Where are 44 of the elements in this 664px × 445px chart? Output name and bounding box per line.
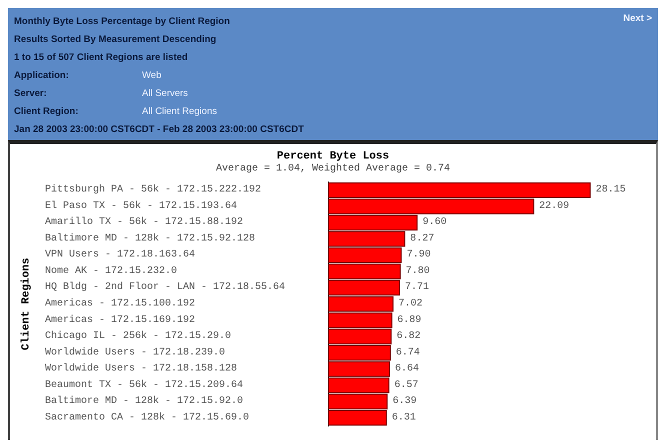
- data-label: 7.71: [404, 282, 429, 294]
- y-tick-label: Pittsburgh PA - 56k - 172.15.222.192: [45, 184, 262, 196]
- y-tick-label: Chicago IL - 256k - 172.15.29.0: [45, 330, 232, 342]
- y-tick-label: Americas - 172.15.100.192: [45, 298, 196, 310]
- data-label: 6.74: [396, 347, 420, 358]
- y-tick-label: Sacramento CA - 128k - 172.15.69.0: [45, 411, 250, 424]
- text: Server:: [14, 87, 48, 101]
- data-label: 7.90: [406, 250, 431, 261]
- data-label: 6.39: [392, 396, 417, 408]
- y-tick-label: Baltimore MD - 128k - 172.15.92.128: [45, 232, 256, 244]
- text: Jan 28 2003 23:00:00 CST6CDT - Feb 28 2003 23:00:00 CST6CDT: [14, 123, 304, 137]
- text: All Servers: [142, 87, 188, 101]
- data-label: 6.31: [392, 412, 416, 424]
- text: Application:: [14, 69, 70, 83]
- y-tick-label: Americas - 172.15.169.192: [45, 314, 196, 326]
- data-label: 6.89: [397, 314, 422, 326]
- data-label: 6.64: [394, 364, 419, 375]
- text: Next >: [623, 13, 652, 24]
- y-tick-label: Amarillo TX - 56k - 172.15.88.192: [45, 216, 244, 228]
- y-tick-label: El Paso TX - 56k - 172.15.193.64: [45, 200, 238, 212]
- text: All Client Regions: [142, 105, 217, 119]
- data-label: 6.82: [396, 331, 421, 342]
- y-axis-title: Client Regions: [20, 258, 32, 350]
- y-tick-label: HQ Bldg - 2nd Floor - LAN - 172.18.55.64: [45, 281, 286, 294]
- data-label: 9.60: [422, 217, 447, 228]
- y-tick-label: Worldwide Users - 172.18.158.128: [45, 362, 238, 375]
- data-label: 6.57: [394, 380, 418, 391]
- data-label: 8.27: [410, 233, 434, 244]
- text: 1 to 15 of 507 Client Regions are listed: [14, 51, 189, 65]
- y-tick-label: Worldwide Users - 172.18.239.0: [45, 346, 226, 358]
- text: Monthly Byte Loss Percentage by Client Region: [14, 15, 231, 29]
- y-tick-label: VPN Users - 172.18.163.64: [45, 250, 196, 261]
- y-tick-label: Nome AK - 172.15.232.0: [45, 266, 178, 277]
- data-label: 7.80: [406, 266, 430, 277]
- text: Client Region:: [14, 105, 80, 119]
- text: Results Sorted By Measurement Descending: [14, 33, 218, 47]
- y-tick-label: Baltimore MD - 128k - 172.15.92.0: [45, 395, 244, 408]
- text: Web: [142, 69, 162, 83]
- chart-title: Percent Byte Loss: [276, 150, 390, 162]
- data-label: 7.02: [398, 298, 423, 310]
- data-label: 22.09: [539, 200, 570, 212]
- y-tick-label: Beaumont TX - 56k - 172.15.209.64: [45, 378, 244, 391]
- chart-subtitle: Average = 1.04, Weighted Average = 0.74: [216, 162, 450, 174]
- data-label: 28.15: [596, 184, 626, 196]
